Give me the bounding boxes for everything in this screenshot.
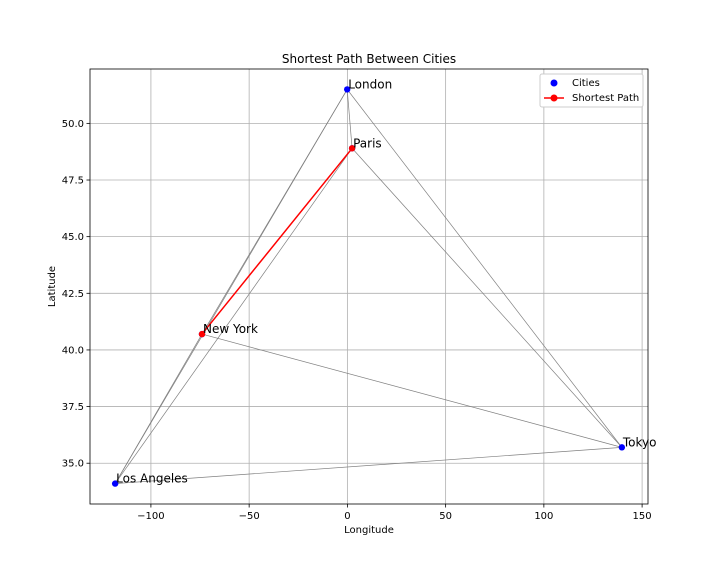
legend-shortest-path-label: Shortest Path: [572, 93, 639, 104]
legend: Cities Shortest Path: [539, 73, 644, 108]
x-tick-label: 50: [439, 511, 452, 522]
edge-line: [346, 89, 623, 448]
graph-edges: [114, 89, 623, 484]
y-tick-label: 47.5: [62, 176, 84, 187]
city-label: London: [348, 77, 392, 91]
city-points: [111, 86, 626, 487]
city-point: [111, 480, 119, 487]
y-tick-label: 37.5: [62, 402, 84, 413]
x-tick-label: 0: [344, 511, 350, 522]
y-tick-label: 40.0: [62, 345, 84, 356]
legend-shortest-path-marker: [550, 94, 558, 102]
y-axis-label: Latitude: [47, 266, 58, 307]
edge-line: [115, 447, 622, 484]
edge-line: [351, 148, 623, 448]
grid: [90, 69, 648, 504]
edge-line: [201, 333, 622, 448]
edge-line: [114, 89, 348, 484]
x-tick-label: −100: [137, 511, 164, 522]
x-tick-label: 100: [534, 511, 553, 522]
legend-cities-marker: [550, 79, 558, 87]
city-point: [343, 86, 351, 93]
city-label: New York: [203, 322, 258, 336]
shortest-path-line: [201, 147, 353, 335]
city-label: Paris: [353, 136, 382, 150]
x-axis-label: Longitude: [344, 525, 394, 536]
plot-frame: [89, 68, 649, 505]
x-tick-label: −50: [239, 511, 260, 522]
city-label: Tokyo: [622, 435, 657, 449]
city-label: Los Angeles: [116, 472, 188, 486]
x-tick-label: 150: [633, 511, 652, 522]
y-tick-label: 50.0: [62, 119, 84, 130]
legend-cities-label: Cities: [572, 78, 600, 89]
path-point: [198, 330, 206, 338]
path-point: [348, 145, 356, 152]
shortest-path: [201, 147, 353, 335]
axis-ticks: −100 −50 0 50 100 150 35.0 37.5 40.0 42.5 45.0 47.5…: [62, 119, 652, 522]
y-tick-label: 45.0: [62, 232, 84, 243]
y-tick-label: 35.0: [62, 459, 84, 470]
city-point: [618, 444, 626, 451]
chart-title: Shortest Path Between Cities: [282, 52, 456, 66]
edge-line: [346, 89, 353, 149]
legend-box: [539, 73, 644, 108]
edge-line: [114, 148, 353, 484]
y-tick-label: 42.5: [62, 289, 84, 300]
